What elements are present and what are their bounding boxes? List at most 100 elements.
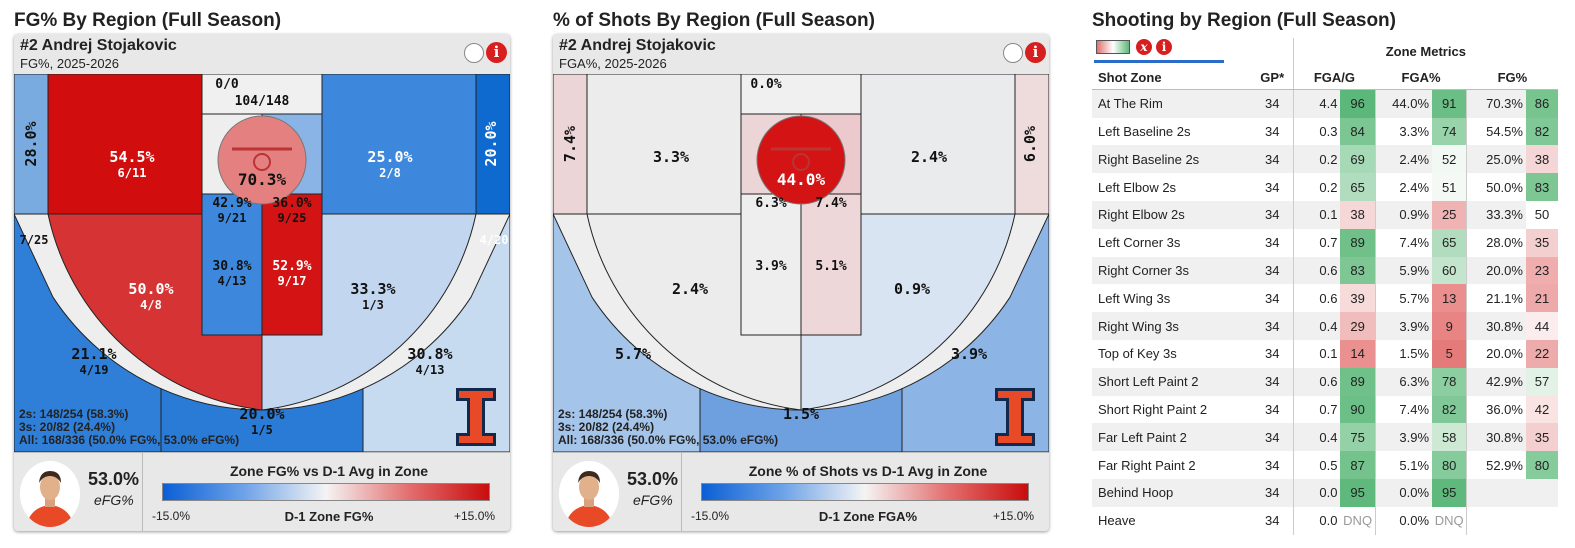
panel2-title: % of Shots By Region (Full Season)	[553, 10, 875, 31]
legend-high: +15.0%	[993, 509, 1035, 523]
zone-left-baseline[interactable]	[586, 74, 742, 215]
fg-pct: 54.5%	[1466, 117, 1526, 146]
zone-name: Right Corner 3s	[1092, 256, 1252, 285]
zone-top-key[interactable]	[160, 387, 364, 452]
fg-pct: 50.0%	[1466, 173, 1526, 201]
toggle-circle[interactable]	[464, 43, 484, 63]
panel1-title: FG% By Region (Full Season)	[14, 10, 282, 31]
zone-pct-label: 1.5%	[783, 405, 819, 423]
info-icon[interactable]: i	[1025, 42, 1046, 63]
hoop	[792, 153, 810, 171]
zone-name: Short Left Paint 2	[1092, 367, 1252, 396]
fga-pct-rank: 9	[1432, 312, 1467, 340]
summary-all: All: 168/336 (50.0% FG%, 53.0% eFG%)	[558, 433, 779, 447]
fga-pct-rank: 51	[1432, 173, 1467, 201]
fga-per-game: 0.7	[1293, 228, 1341, 257]
fga-pct: 5.7%	[1374, 284, 1433, 313]
fga-pct-rank: 91	[1432, 89, 1467, 118]
zone-count-label: 1/3	[362, 298, 384, 312]
fga-pct: 7.4%	[1374, 395, 1433, 424]
fga-per-game: 0.6	[1293, 284, 1341, 313]
zone-name: Behind Hoop	[1092, 478, 1252, 507]
zone-name: Top of Key 3s	[1092, 339, 1252, 368]
fg-pct: 33.3%	[1466, 200, 1526, 229]
summary-2s: 2s: 148/254 (58.3%)	[19, 407, 129, 421]
player-name: #2 Andrej Stojakovic	[559, 37, 716, 54]
zone-name: Short Right Paint 2	[1092, 395, 1252, 424]
zone-top-key[interactable]	[699, 387, 903, 452]
games-played: 34	[1251, 478, 1294, 507]
col-fgag[interactable]: FGA/G	[1293, 65, 1376, 91]
table-row: Left Wing 3s 34 0.6 39 5.7% 13 21.1% 21	[1092, 284, 1558, 313]
toggle-circle[interactable]	[1003, 43, 1023, 63]
fga-per-game-rank: 83	[1340, 256, 1376, 285]
fga-pct: 3.9%	[1374, 423, 1433, 452]
fga-pct: 0.0%	[1374, 506, 1433, 535]
legend-low: -15.0%	[691, 509, 730, 523]
zone-pct-label: 3.9%	[755, 259, 786, 274]
zone-count-label: 1/5	[251, 423, 273, 437]
zone-rim[interactable]	[756, 115, 846, 205]
fga-per-game: 0.3	[1293, 117, 1341, 146]
zone-pct-label: 2.4%	[911, 148, 947, 166]
col-shot-zone[interactable]: Shot Zone	[1092, 65, 1252, 91]
zone-right-baseline[interactable]	[860, 74, 1016, 215]
fg-pct-rank: 23	[1525, 256, 1558, 285]
fga-per-game-rank: 95	[1340, 478, 1376, 507]
info-icon[interactable]: i	[486, 42, 507, 63]
efg-value: 53.0%	[627, 469, 679, 489]
fga-pct-rank: 74	[1432, 117, 1467, 146]
table-row: Right Baseline 2s 34 0.2 69 2.4% 52 25.0% 38	[1092, 145, 1558, 174]
fg-pct: 30.8%	[1466, 312, 1526, 340]
col-gp[interactable]: GP*	[1251, 65, 1294, 91]
fga-pct-rank: 95	[1432, 478, 1467, 507]
player-avatar	[559, 461, 619, 527]
summary-3s: 3s: 20/82 (24.4%)	[558, 420, 655, 434]
zone-pct-label: 28.0%	[22, 121, 40, 166]
zone-pct-label: 50.0%	[128, 280, 173, 298]
col-fgap[interactable]: FGA%	[1375, 65, 1467, 91]
games-played: 34	[1251, 339, 1294, 368]
zone-pct-label: 54.5%	[109, 148, 154, 166]
fga-per-game: 0.0	[1293, 478, 1341, 507]
fga-per-game-rank: 39	[1340, 284, 1376, 313]
fg-pct-rank: 82	[1525, 117, 1558, 146]
zone-name: Left Baseline 2s	[1092, 117, 1252, 146]
fga-pct-rank: 60	[1432, 256, 1467, 285]
table-row: Far Left Paint 2 34 0.4 75 3.9% 58 30.8% 35	[1092, 423, 1558, 452]
illinois-logo	[995, 388, 1035, 446]
fg-pct-rank	[1525, 478, 1558, 507]
zone-left-baseline[interactable]	[47, 74, 203, 215]
zone-right-baseline[interactable]	[321, 74, 477, 215]
table-row: Right Elbow 2s 34 0.1 38 0.9% 25 33.3% 50	[1092, 200, 1558, 229]
table-row: Short Right Paint 2 34 0.7 90 7.4% 82 36.0% 42	[1092, 395, 1558, 424]
zone-far-right[interactable]	[261, 193, 323, 336]
fga-per-game: 0.4	[1293, 312, 1341, 340]
divider	[142, 453, 143, 531]
zone-pct-label: 36.0%	[272, 196, 311, 211]
games-played: 34	[1251, 367, 1294, 396]
zone-name: Right Wing 3s	[1092, 312, 1252, 340]
zone-far-right[interactable]	[800, 193, 862, 336]
zone-name: Far Right Paint 2	[1092, 451, 1252, 479]
legend-title: Zone FG% vs D-1 Avg in Zone	[229, 463, 429, 479]
zone-right-elbow[interactable]	[261, 213, 477, 411]
fg-pct-rank: 50	[1525, 200, 1558, 229]
legend-color-bar	[701, 483, 1029, 501]
zone-name: Far Left Paint 2	[1092, 423, 1252, 452]
zone-count-label: 9/17	[278, 274, 307, 288]
games-played: 34	[1251, 173, 1294, 201]
table-row: Left Corner 3s 34 0.7 89 7.4% 65 28.0% 35	[1092, 228, 1558, 257]
zone-rim[interactable]	[217, 115, 307, 205]
fga-per-game: 0.6	[1293, 367, 1341, 396]
player-name: #2 Andrej Stojakovic	[20, 37, 177, 54]
games-played: 34	[1251, 395, 1294, 424]
zone-right-elbow[interactable]	[800, 213, 1016, 411]
court-map: 7.4% 6.0% 3.3% 2.4% 0.0% 44.0% 6.3% 7.4% 3.9% 5.1…	[553, 74, 1049, 452]
player-avatar	[20, 461, 80, 527]
fga-per-game: 4.4	[1293, 89, 1341, 118]
fga-pct-rank: 5	[1432, 339, 1467, 368]
zone-count-label: 6/11	[118, 166, 147, 180]
col-fgp[interactable]: FG%	[1466, 65, 1558, 91]
games-played: 34	[1251, 256, 1294, 285]
